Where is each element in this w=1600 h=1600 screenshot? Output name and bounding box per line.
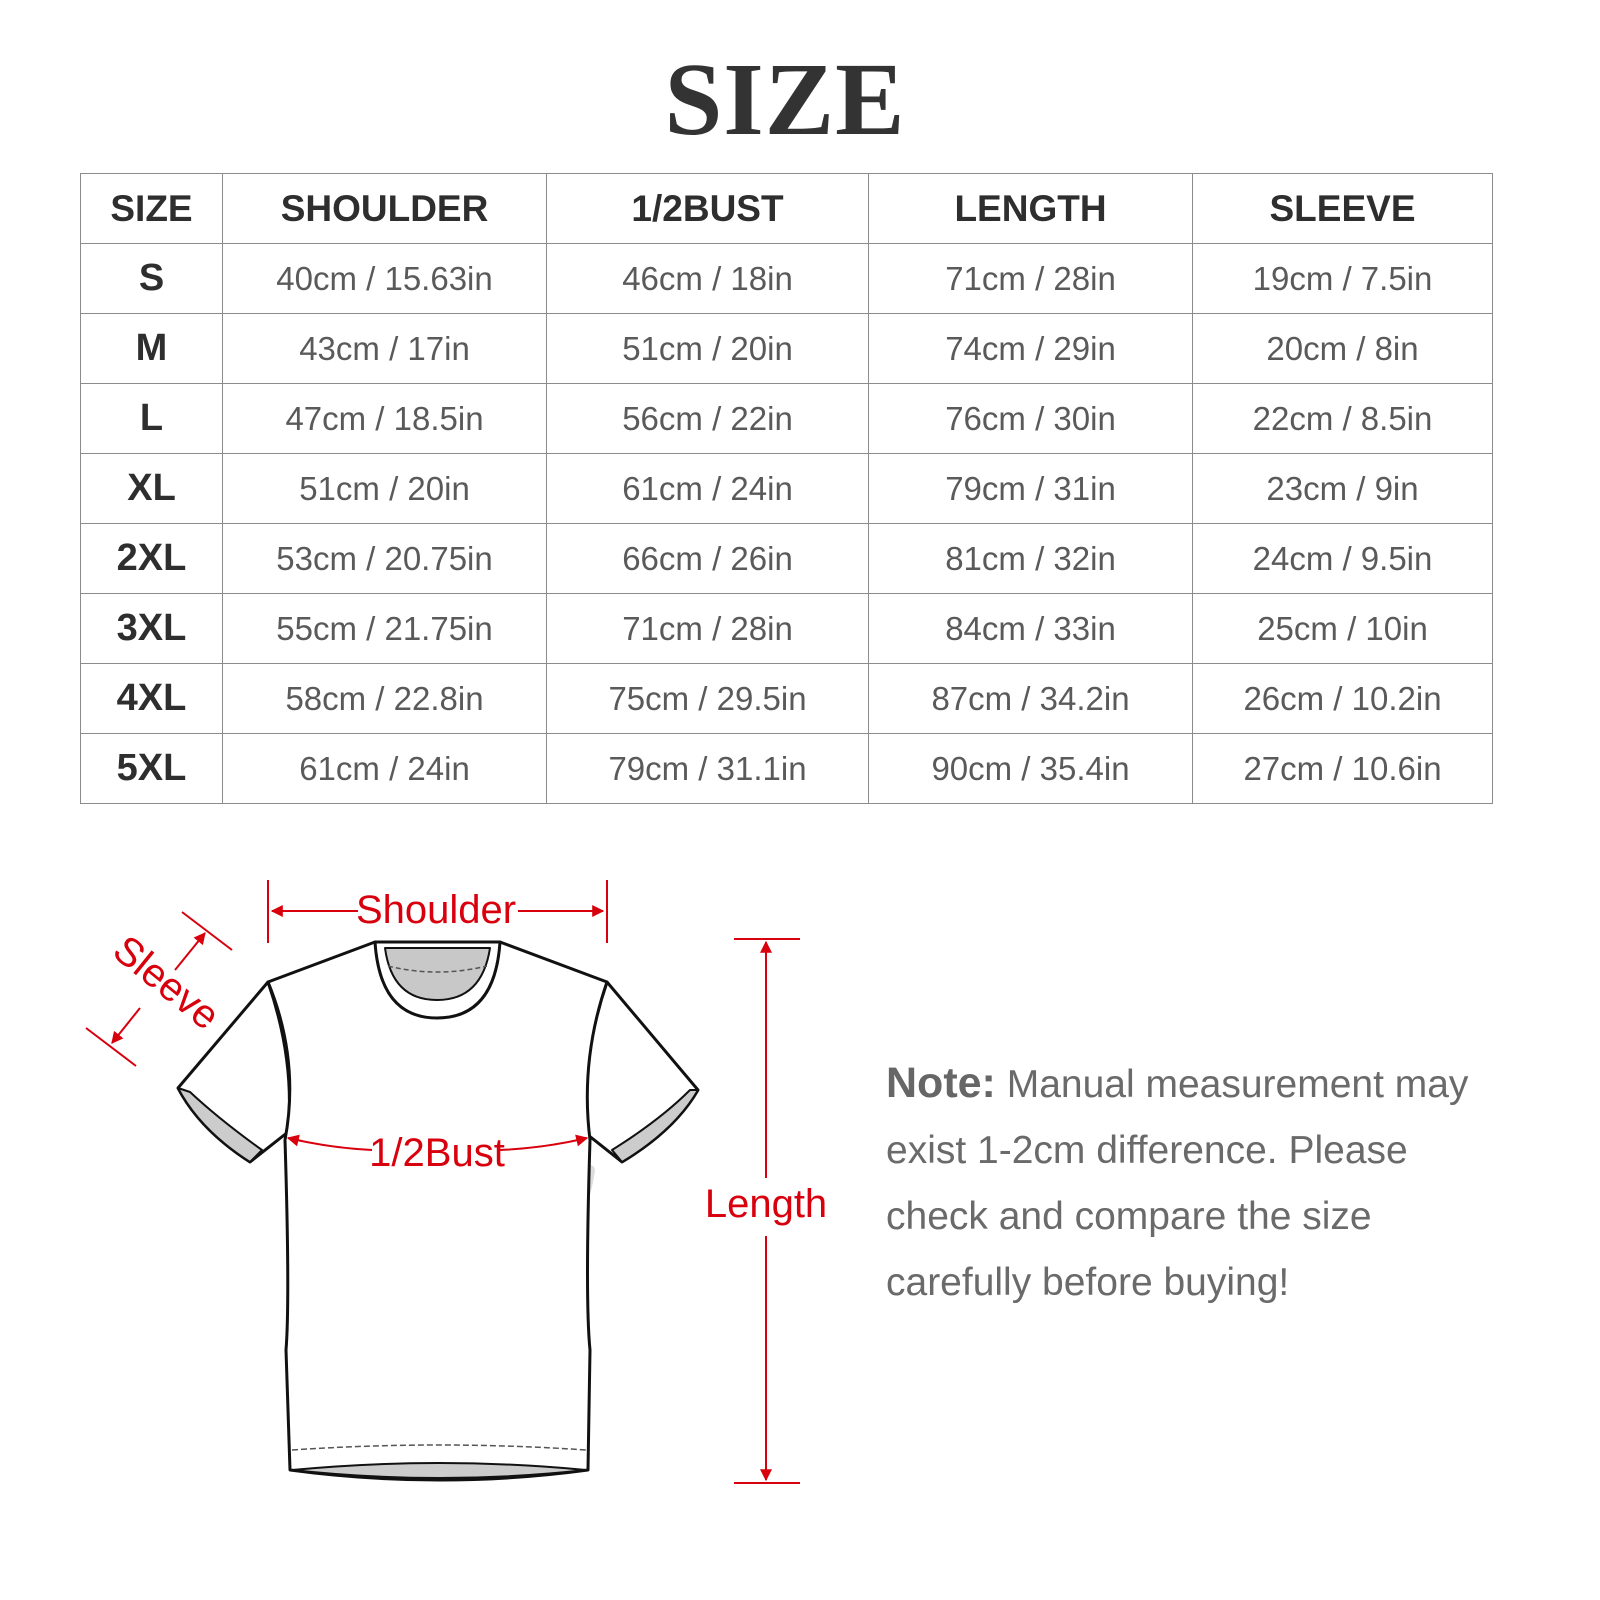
size-cell: L [80,383,223,454]
tshirt-illustration [176,940,700,1482]
size-cell: M [80,313,223,384]
size-cell: 3XL [80,593,223,664]
measurement-cell: 27cm / 10.6in [1192,733,1493,804]
measurement-cell: 71cm / 28in [868,243,1193,314]
measurement-cell: 81cm / 32in [868,523,1193,594]
table-row: S 40cm / 15.63in 46cm / 18in 71cm / 28in 19c… [80,243,1493,314]
measurement-cell: 43cm / 17in [222,313,547,384]
measurement-cell: 74cm / 29in [868,313,1193,384]
measurement-annotations [85,880,800,1484]
size-cell: XL [80,453,223,524]
size-table: SIZE SHOULDER 1/2BUST LENGTH SLEEVE S 40cm / … [80,173,1493,804]
table-header-row: SIZE SHOULDER 1/2BUST LENGTH SLEEVE [80,173,1493,244]
table-row: 5XL 61cm / 24in 79cm / 31.1in 90cm / 35.4in… [80,733,1493,804]
measurement-cell: 71cm / 28in [546,593,869,664]
table-body: S 40cm / 15.63in 46cm / 18in 71cm / 28in 19c… [80,243,1493,804]
column-header: SLEEVE [1192,173,1493,244]
measurement-cell: 24cm / 9.5in [1192,523,1493,594]
table-row: M 43cm / 17in 51cm / 20in 74cm / 29in 20cm /… [80,313,1493,384]
page-title: SIZE [664,42,906,157]
measurement-cell: 20cm / 8in [1192,313,1493,384]
measurement-cell: 25cm / 10in [1192,593,1493,664]
note-body: Manual measurement may exist 1-2cm diffe… [886,1063,1469,1304]
column-header: 1/2BUST [546,173,869,244]
measurement-cell: 46cm / 18in [546,243,869,314]
shoulder-label: Shoulder [356,888,516,932]
size-cell: 5XL [80,733,223,804]
table-row: 2XL 53cm / 20.75in 66cm / 26in 81cm / 32in 2… [80,523,1493,594]
measurement-cell: 22cm / 8.5in [1192,383,1493,454]
size-cell: 4XL [80,663,223,734]
size-cell: S [80,243,223,314]
measurement-cell: 61cm / 24in [546,453,869,524]
sleeve-label: Sleeve [105,927,228,1038]
measurement-cell: 23cm / 9in [1192,453,1493,524]
measurement-cell: 51cm / 20in [546,313,869,384]
measurement-cell: 61cm / 24in [222,733,547,804]
length-label: Length [705,1182,827,1226]
measurement-cell: 53cm / 20.75in [222,523,547,594]
note-label: Note: [886,1059,996,1107]
measurement-cell: 58cm / 22.8in [222,663,547,734]
table-row: 3XL 55cm / 21.75in 71cm / 28in 84cm / 33in 2… [80,593,1493,664]
table-row: XL 51cm / 20in 61cm / 24in 79cm / 31in 23cm … [80,453,1493,524]
measurement-cell: 84cm / 33in [868,593,1193,664]
measurement-cell: 66cm / 26in [546,523,869,594]
measurement-cell: 55cm / 21.75in [222,593,547,664]
measurement-cell: 90cm / 35.4in [868,733,1193,804]
measurement-cell: 56cm / 22in [546,383,869,454]
column-header: LENGTH [868,173,1193,244]
note-text: Note: Manual measurement may exist 1-2cm… [886,1050,1496,1316]
measurement-cell: 76cm / 30in [868,383,1193,454]
table-row: 4XL 58cm / 22.8in 75cm / 29.5in 87cm / 34.2… [80,663,1493,734]
measurement-cell: 26cm / 10.2in [1192,663,1493,734]
table-row: L 47cm / 18.5in 56cm / 22in 76cm / 30in 22cm… [80,383,1493,454]
measurement-cell: 51cm / 20in [222,453,547,524]
measurement-cell: 79cm / 31.1in [546,733,869,804]
bust-label: 1/2Bust [369,1131,505,1175]
measurement-cell: 40cm / 15.63in [222,243,547,314]
measurement-cell: 19cm / 7.5in [1192,243,1493,314]
column-header: SIZE [80,173,223,244]
measurement-cell: 75cm / 29.5in [546,663,869,734]
